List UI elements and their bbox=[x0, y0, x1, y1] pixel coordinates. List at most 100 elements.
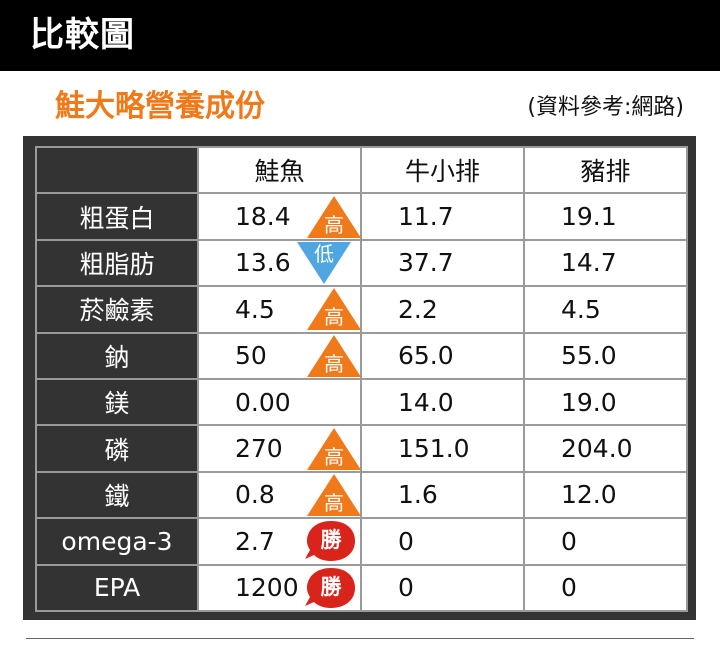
comparison-table-frame: 鮭魚 牛小排 豬排 粗蛋白 18.4 高 11.7 19.1 粗脂肪 13.6 低 37.7 14… bbox=[23, 136, 696, 620]
row-label: 粗蛋白 bbox=[35, 192, 199, 241]
value-text: 0 bbox=[561, 526, 577, 556]
badge-label: 高 bbox=[324, 212, 344, 237]
row-label: 鐵 bbox=[35, 470, 199, 520]
value-cell: 50 高 bbox=[197, 331, 362, 380]
badge-label: 勝 bbox=[320, 574, 342, 599]
value-text: 19.0 bbox=[561, 387, 617, 417]
value-text: 13.6 bbox=[235, 248, 291, 278]
column-header-pork-chop: 豬排 bbox=[523, 145, 688, 195]
high-badge-icon: 高 bbox=[306, 195, 362, 239]
value-cell: 0 bbox=[360, 563, 525, 612]
value-cell: 65.0 bbox=[360, 331, 525, 380]
row-label: 磷 bbox=[35, 424, 199, 473]
value-cell: 2.2 bbox=[360, 285, 525, 334]
value-text: 270 bbox=[235, 434, 283, 464]
high-badge-icon: 高 bbox=[306, 473, 362, 517]
value-cell: 204.0 bbox=[523, 424, 688, 473]
column-header-salmon: 鮭魚 bbox=[197, 145, 362, 195]
table-row: EPA 1200 勝 0 0 bbox=[35, 563, 688, 612]
value-text: 0 bbox=[561, 573, 577, 603]
row-label: omega-3 bbox=[35, 517, 199, 566]
table-corner-cell bbox=[35, 145, 199, 195]
high-badge-icon: 高 bbox=[306, 334, 362, 378]
value-cell: 19.0 bbox=[523, 377, 688, 427]
high-badge-icon: 高 bbox=[306, 287, 362, 331]
table-row: 鈉 50 高 65.0 55.0 bbox=[35, 331, 688, 380]
value-text: 2.7 bbox=[235, 526, 275, 556]
badge-label: 高 bbox=[324, 305, 344, 330]
value-text: 0 bbox=[398, 526, 414, 556]
table-row: omega-3 2.7 勝 0 0 bbox=[35, 517, 688, 566]
value-cell: 0.00 bbox=[197, 377, 362, 427]
row-label: 粗脂肪 bbox=[35, 238, 199, 288]
comparison-table: 鮭魚 牛小排 豬排 粗蛋白 18.4 高 11.7 19.1 粗脂肪 13.6 低 37.7 14… bbox=[35, 145, 688, 612]
value-cell: 0 bbox=[523, 517, 688, 566]
value-text: 204.0 bbox=[561, 434, 633, 464]
value-text: 12.0 bbox=[561, 480, 617, 510]
value-text: 14.7 bbox=[561, 248, 617, 278]
win-badge-icon: 勝 bbox=[303, 519, 359, 563]
table-row: 粗蛋白 18.4 高 11.7 19.1 bbox=[35, 192, 688, 241]
value-cell: 0 bbox=[523, 563, 688, 612]
value-text: 0.00 bbox=[235, 387, 291, 417]
value-text: 1200 bbox=[235, 573, 299, 603]
badge-label: 低 bbox=[314, 241, 334, 266]
table-row: 菸鹼素 4.5 高 2.2 4.5 bbox=[35, 285, 688, 334]
chart-subtitle: 鮭大略營養成份 bbox=[55, 89, 265, 124]
value-cell: 1200 勝 bbox=[197, 563, 362, 612]
value-text: 1.6 bbox=[398, 480, 438, 510]
row-label: 鎂 bbox=[35, 377, 199, 427]
value-cell: 19.1 bbox=[523, 192, 688, 241]
value-cell: 0 bbox=[360, 517, 525, 566]
value-text: 50 bbox=[235, 341, 267, 371]
value-text: 11.7 bbox=[398, 202, 454, 232]
value-cell: 14.0 bbox=[360, 377, 525, 427]
low-badge-icon: 低 bbox=[296, 241, 352, 285]
value-cell: 0.8 高 bbox=[197, 470, 362, 520]
value-cell: 270 高 bbox=[197, 424, 362, 473]
bottom-divider bbox=[26, 638, 694, 639]
badge-label: 高 bbox=[324, 351, 344, 376]
value-cell: 4.5 高 bbox=[197, 285, 362, 334]
value-cell: 13.6 低 bbox=[197, 238, 362, 288]
row-label: EPA bbox=[35, 563, 199, 612]
table-body: 粗蛋白 18.4 高 11.7 19.1 粗脂肪 13.6 低 37.7 14.7 菸鹼素 4.5 高 2… bbox=[35, 192, 688, 612]
value-cell: 18.4 高 bbox=[197, 192, 362, 241]
value-text: 151.0 bbox=[398, 434, 470, 464]
table-row: 磷 270 高 151.0 204.0 bbox=[35, 424, 688, 473]
value-cell: 55.0 bbox=[523, 331, 688, 380]
value-cell: 37.7 bbox=[360, 238, 525, 288]
source-note: (資料參考:網路) bbox=[527, 95, 684, 120]
value-cell: 12.0 bbox=[523, 470, 688, 520]
value-text: 0.8 bbox=[235, 480, 275, 510]
badge-label: 高 bbox=[324, 444, 344, 469]
value-cell: 151.0 bbox=[360, 424, 525, 473]
column-header-short-rib: 牛小排 bbox=[360, 145, 525, 195]
value-text: 0 bbox=[398, 573, 414, 603]
value-text: 4.5 bbox=[235, 294, 275, 324]
value-text: 19.1 bbox=[561, 202, 617, 232]
table-header-row: 鮭魚 牛小排 豬排 bbox=[35, 145, 688, 195]
value-cell: 1.6 bbox=[360, 470, 525, 520]
value-text: 14.0 bbox=[398, 387, 454, 417]
table-row: 鎂 0.00 14.0 19.0 bbox=[35, 377, 688, 427]
value-cell: 2.7 勝 bbox=[197, 517, 362, 566]
badge-label: 高 bbox=[324, 490, 344, 515]
value-text: 18.4 bbox=[235, 202, 291, 232]
win-badge-icon: 勝 bbox=[303, 566, 359, 610]
value-cell: 14.7 bbox=[523, 238, 688, 288]
row-label: 鈉 bbox=[35, 331, 199, 380]
value-text: 65.0 bbox=[398, 341, 454, 371]
high-badge-icon: 高 bbox=[306, 427, 362, 471]
value-text: 4.5 bbox=[561, 294, 601, 324]
value-cell: 11.7 bbox=[360, 192, 525, 241]
value-cell: 4.5 bbox=[523, 285, 688, 334]
value-text: 2.2 bbox=[398, 294, 438, 324]
value-text: 37.7 bbox=[398, 248, 454, 278]
value-text: 55.0 bbox=[561, 341, 617, 371]
header-bar: 比較圖 bbox=[0, 0, 720, 71]
table-row: 鐵 0.8 高 1.6 12.0 bbox=[35, 470, 688, 520]
badge-label: 勝 bbox=[320, 528, 342, 553]
table-row: 粗脂肪 13.6 低 37.7 14.7 bbox=[35, 238, 688, 288]
row-label: 菸鹼素 bbox=[35, 285, 199, 334]
